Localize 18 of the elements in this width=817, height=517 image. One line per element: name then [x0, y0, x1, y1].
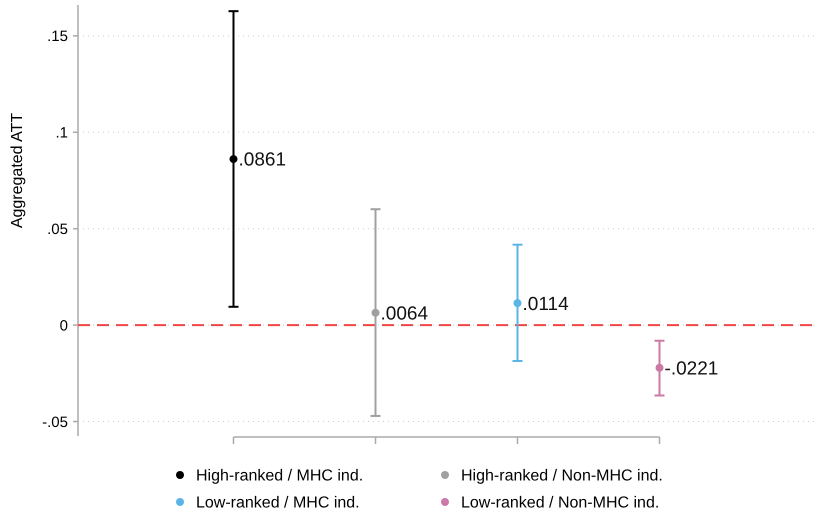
legend-label: High-ranked / Non-MHC ind. — [461, 468, 663, 485]
y-tick-label: .05 — [47, 220, 68, 238]
legend-label: High-ranked / MHC ind. — [196, 468, 364, 485]
legend-label: Low-ranked / Non-MHC ind. — [461, 494, 660, 512]
y-tick-label: .15 — [47, 28, 68, 46]
y-tick-label: -.05 — [42, 414, 68, 431]
data-label: -.0221 — [664, 358, 718, 380]
data-label: .0114 — [522, 294, 570, 315]
point — [229, 155, 238, 164]
data-label: .0064 — [380, 303, 428, 324]
legend-label: Low-ranked / MHC ind. — [196, 494, 360, 512]
point — [514, 299, 522, 308]
data-label: .0861 — [238, 150, 286, 171]
y-tick-label: .1 — [55, 124, 68, 142]
y-axis-title: Aggregated ATT — [9, 112, 26, 228]
point — [656, 364, 664, 372]
y-tick-label: 0 — [60, 317, 68, 334]
point — [372, 308, 380, 317]
